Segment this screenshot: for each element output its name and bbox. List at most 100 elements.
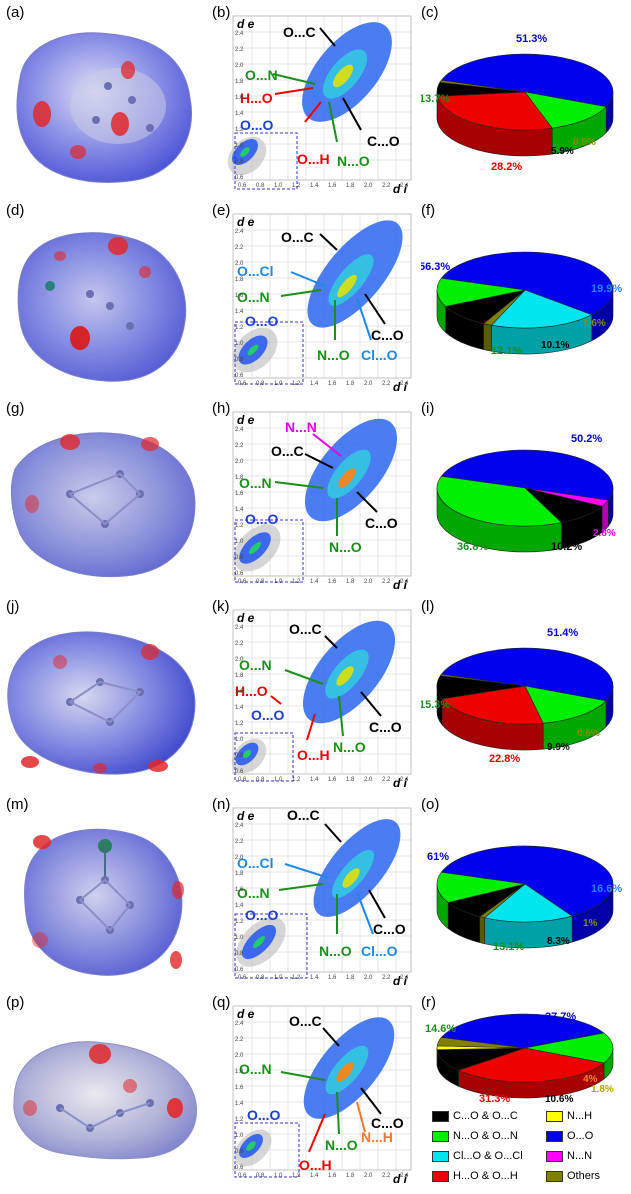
y-tick-label: 1.2 (235, 523, 244, 529)
pie-slice (441, 685, 544, 725)
y-tick-label: 2.0 (235, 261, 244, 267)
x-tick-label: 1.8 (346, 381, 355, 387)
y-tick-label: 1.4 (235, 309, 244, 315)
y-tick-label: 1.8 (235, 475, 244, 481)
annotation: O...O (247, 1107, 281, 1123)
annotation: O...O (245, 313, 279, 329)
y-axis-label: d e (237, 17, 255, 31)
x-tick-label: 2.2 (382, 975, 391, 981)
pie-slice (439, 79, 526, 93)
x-tick-label: 1.2 (292, 975, 301, 981)
y-tick-label: 1.8 (235, 277, 244, 283)
x-tick-label: 1.2 (292, 183, 301, 189)
annotation: N...O (333, 739, 366, 755)
pie-data-label: 31.3% (479, 1093, 510, 1105)
y-tick-label: 0.8 (235, 753, 244, 759)
pie-slice (436, 277, 526, 307)
pie-slice (440, 647, 614, 702)
pie-data-label: 10.6% (545, 1094, 573, 1105)
y-tick-label: 1.2 (235, 721, 244, 727)
pie-label: (o) (421, 796, 440, 813)
figure-row-2: (d) (e) d e d i (0, 198, 631, 394)
hirshfeld-surface (13, 1041, 197, 1160)
x-tick-label: 1.4 (310, 183, 319, 189)
x-tick-label: 1.0 (274, 183, 283, 189)
x-tick-label: 1.6 (328, 381, 337, 387)
pie-data-label: 10.2% (551, 541, 582, 553)
y-tick-label: 1.2 (235, 325, 244, 331)
pie-data-label: 1.8% (591, 1084, 614, 1095)
x-tick-label: 2.0 (364, 975, 373, 981)
pie-slice (436, 871, 526, 903)
annotation: O...C (271, 443, 304, 459)
annotation: N...O (329, 539, 362, 555)
y-tick-label: 1.8 (235, 79, 244, 85)
annotation: O...O (251, 707, 285, 723)
annotation: O...H (297, 747, 330, 763)
y-tick-label: 2.2 (235, 245, 244, 251)
x-tick-label: 0.6 (238, 579, 247, 585)
pie-data-label: 13.1% (493, 941, 524, 953)
annotation: O...C (287, 807, 320, 823)
pie-slice (436, 475, 563, 527)
annotation: N...O (337, 153, 370, 169)
y-tick-label: 2.0 (235, 63, 244, 69)
y-tick-label: 2.4 (235, 625, 244, 631)
x-tick-label: 1.0 (274, 1173, 283, 1179)
legend-swatch (546, 1150, 563, 1162)
x-tick-label: 1.6 (328, 975, 337, 981)
y-tick-label: 2.2 (235, 443, 244, 449)
annotation: C...O (369, 719, 402, 735)
figure-row-6: (p) (q) d e d i (0, 990, 631, 1186)
x-tick-label: 0.8 (256, 777, 265, 783)
x-tick-label: 1.2 (292, 381, 301, 387)
annotation: O...C (289, 1013, 322, 1029)
annotation: N...H (361, 1129, 393, 1145)
annotation: C...O (367, 133, 400, 149)
x-tick-label: 1.2 (292, 579, 301, 585)
x-tick-label: 1.4 (310, 975, 319, 981)
x-tick-label: 0.8 (256, 381, 265, 387)
y-tick-label: 1.4 (235, 507, 244, 513)
annotation: O...N (239, 1061, 272, 1077)
pie-chart: 51.4% 15.3% 22.8% 9.9% 0.6% (421, 627, 614, 765)
y-tick-label: 2.0 (235, 855, 244, 861)
y-tick-label: 0.6 (235, 769, 244, 775)
y-axis-label: d e (237, 413, 255, 427)
x-tick-label: 0.8 (256, 183, 265, 189)
pie-chart: 61% 16.6% 1% 8.3% 13.1% (427, 845, 622, 953)
legend-item-ho: H...O & O...H (432, 1170, 518, 1182)
y-tick-label: 1.2 (235, 127, 244, 133)
x-tick-label: 2.0 (364, 579, 373, 585)
x-tick-label: 1.8 (346, 777, 355, 783)
pie-chart: 37.7% 14.6% 31.3% 10.6% 1.8% 4% (425, 1011, 614, 1105)
y-tick-label: 2.0 (235, 1053, 244, 1059)
pie-slice (483, 883, 573, 923)
y-tick-label: 1.4 (235, 111, 244, 117)
x-tick-label: 0.8 (256, 579, 265, 585)
y-tick-label: 1.6 (235, 293, 244, 299)
pie-chart: 51.3% 13.7% 28.2% 5.9% 0.9% (421, 33, 614, 173)
annotation: N...N (285, 419, 317, 435)
surface-label: (m) (6, 796, 29, 813)
x-tick-label: 1.2 (292, 1173, 301, 1179)
annotation: N...O (317, 347, 350, 363)
annotation: O...C (283, 24, 316, 40)
x-tick-label: 1.0 (274, 381, 283, 387)
x-tick-label: 1.4 (310, 1173, 319, 1179)
x-tick-label: 2.2 (382, 777, 391, 783)
y-tick-label: 1.4 (235, 1101, 244, 1107)
y-tick-label: 2.2 (235, 839, 244, 845)
y-tick-label: 2.4 (235, 823, 244, 829)
x-tick-label: 1.4 (310, 579, 319, 585)
x-axis-label: d i (393, 380, 408, 393)
y-tick-label: 1.6 (235, 95, 244, 101)
legend-label: N...H (567, 1110, 593, 1122)
legend-item-others: Others (546, 1170, 600, 1182)
y-tick-label: 1.6 (235, 491, 244, 497)
pie-data-label: 16.6% (591, 883, 622, 895)
pie-data-label: 61% (427, 851, 449, 863)
surface-label: (p) (6, 994, 25, 1011)
annotation: H...O (235, 683, 268, 699)
pie-slice (524, 91, 607, 129)
